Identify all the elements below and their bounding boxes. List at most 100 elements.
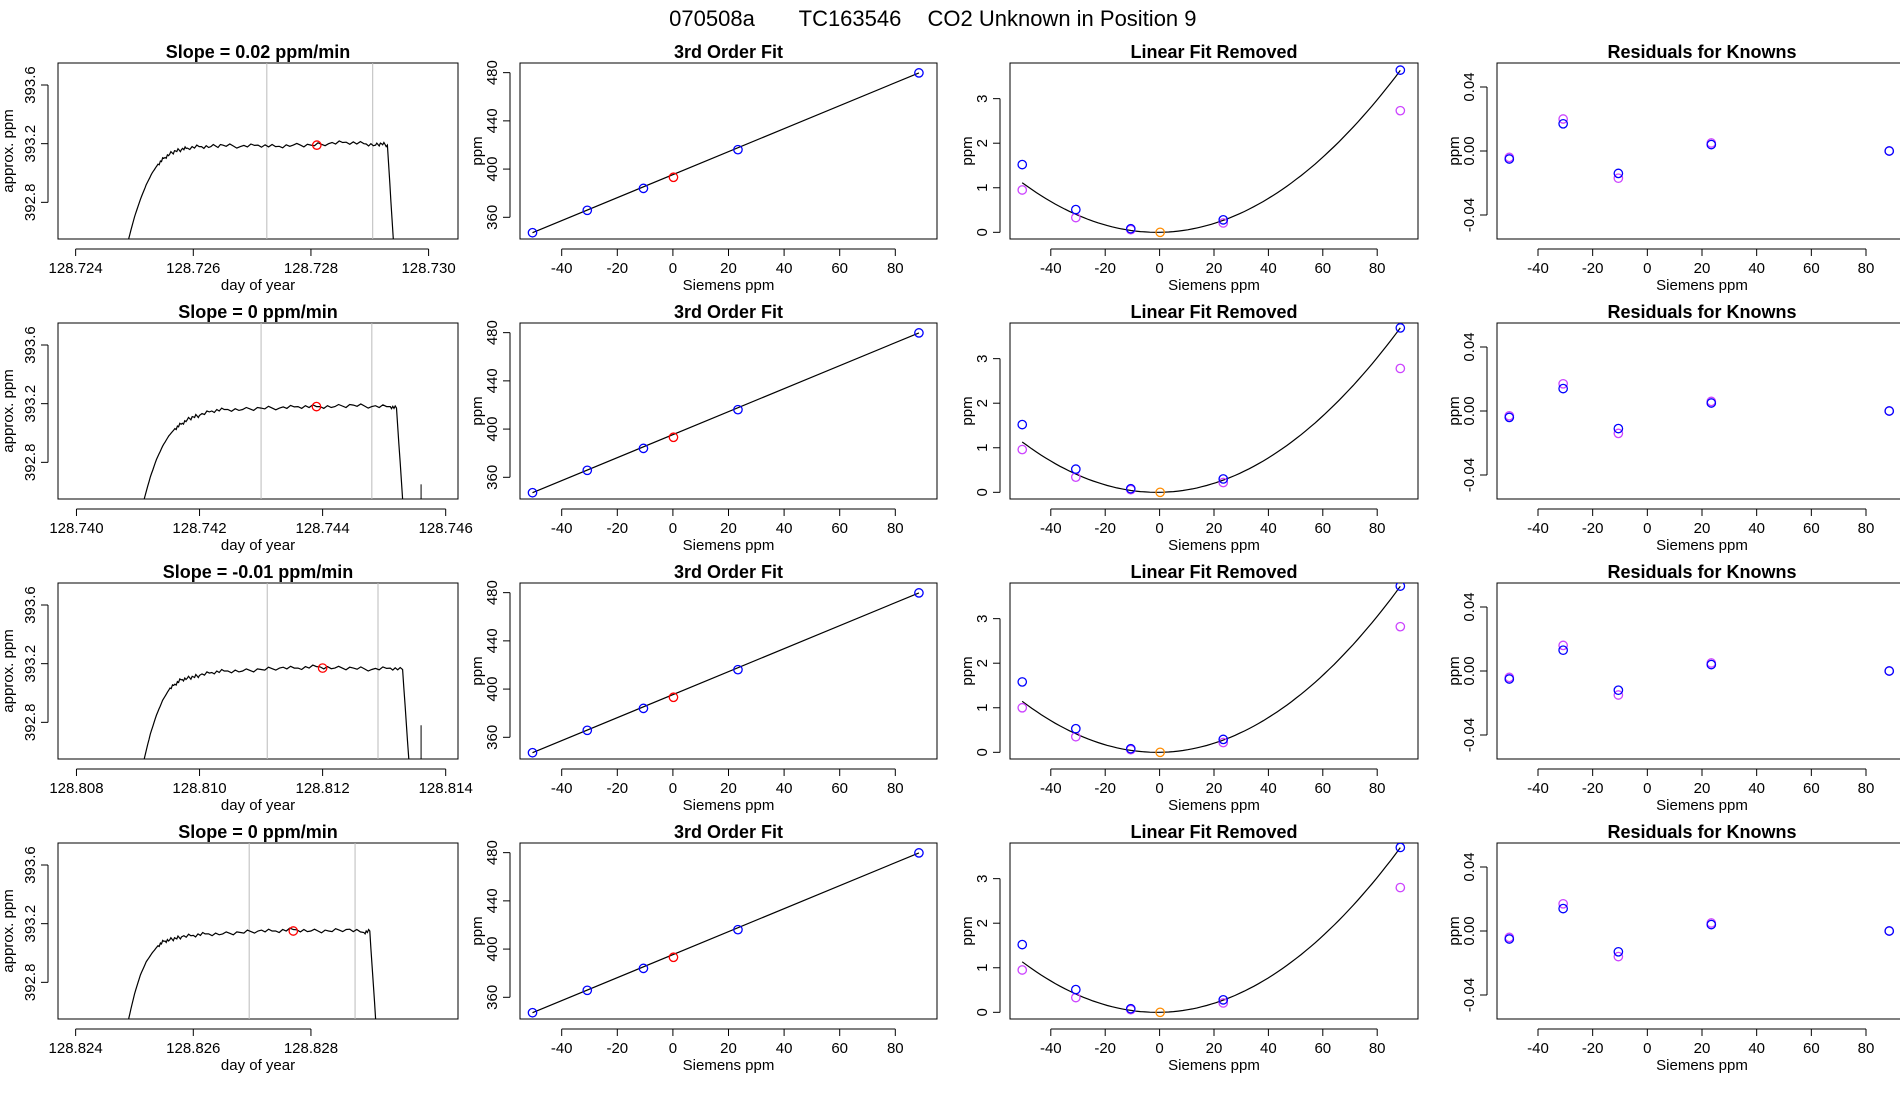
- unknown-zero-point: [1155, 227, 1165, 238]
- x-tick-label: 80: [887, 520, 904, 537]
- y-axis-label: ppm: [469, 656, 486, 685]
- known-point: [582, 205, 593, 216]
- x-tick-label: 0: [669, 1040, 677, 1057]
- panel-fit-row-1: 3rd Order Fit -40 -20 0 20 40 60 80 Siemens ppm 3…: [469, 42, 938, 294]
- x-axis-label: Siemens ppm: [1168, 537, 1260, 554]
- quadratic-curve: [1021, 585, 1401, 753]
- residual-blue-point: [1504, 412, 1515, 423]
- known-point: [1125, 743, 1136, 754]
- known-point: [914, 848, 924, 858]
- x-tick-label: -40: [1527, 1040, 1549, 1057]
- panel-title: Residuals for Knowns: [1607, 562, 1796, 582]
- residual-blue-point: [1613, 168, 1624, 179]
- y-tick-label: 0: [974, 748, 991, 756]
- known-point: [527, 1007, 538, 1018]
- known-point: [1218, 994, 1229, 1005]
- plot-area: [1504, 898, 1895, 962]
- panel-title: 3rd Order Fit: [674, 822, 783, 842]
- y-tick-label: 0.04: [1461, 332, 1478, 361]
- y-tick-label: 393.6: [22, 586, 39, 624]
- unknown-marker: [317, 663, 328, 673]
- y-tick-label: 0.00: [1461, 396, 1478, 425]
- x-axis-label: Siemens ppm: [683, 1057, 775, 1074]
- known-point: [914, 68, 924, 78]
- x-tick-label: 20: [1206, 520, 1223, 537]
- panel-fit-row-2: 3rd Order Fit -40 -20 0 20 40 60 80 Siemens ppm 3…: [469, 302, 938, 554]
- plot-area: [527, 588, 924, 758]
- y-tick-label: 2: [974, 139, 991, 147]
- x-tick-label: 0: [1643, 780, 1651, 797]
- plot-area: [128, 843, 377, 1019]
- panel-residuals-row-1: Residuals for Knowns -40 -20 0 20 40 60 80 Sieme…: [1446, 42, 1900, 294]
- x-tick-label: -40: [1527, 780, 1549, 797]
- panel-title: 3rd Order Fit: [674, 302, 783, 322]
- panel-residuals-row-4: Residuals for Knowns -40 -20 0 20 40 60 80 Sieme…: [1446, 822, 1900, 1074]
- y-tick-label: 440: [484, 888, 501, 913]
- known-point: [733, 924, 743, 935]
- x-tick-label: -20: [606, 260, 628, 277]
- y-tick-label: 392.8: [22, 444, 39, 482]
- y-axis-label: ppm: [959, 396, 976, 425]
- x-tick-label: 20: [1206, 780, 1223, 797]
- y-tick-label: -0.04: [1461, 198, 1478, 232]
- plot-frame: [1496, 322, 1900, 500]
- y-tick-label: 0.04: [1461, 852, 1478, 881]
- y-tick-label: 440: [484, 628, 501, 653]
- residual-blue-point: [1706, 659, 1717, 670]
- plot-frame: [519, 582, 938, 760]
- y-tick-label: -0.04: [1461, 978, 1478, 1012]
- y-tick-label: 392.8: [22, 704, 39, 742]
- x-tick-label: 40: [776, 260, 793, 277]
- x-tick-label: 40: [1748, 520, 1765, 537]
- x-axis-label: Siemens ppm: [1656, 537, 1748, 554]
- y-tick-label: 2: [974, 659, 991, 667]
- known-point: [733, 404, 743, 415]
- x-tick-label: 60: [831, 260, 848, 277]
- plot-frame: [1496, 582, 1900, 760]
- x-tick-label: 128.744: [295, 520, 349, 537]
- y-axis-label: approx. ppm: [0, 629, 17, 712]
- y-tick-label: 400: [484, 417, 501, 442]
- panel-residuals-row-2: Residuals for Knowns -40 -20 0 20 40 60 80 Sieme…: [1446, 302, 1900, 554]
- y-tick-label: 1: [974, 184, 991, 192]
- nonlinear-removed-point: [1017, 444, 1028, 455]
- trace-line: [128, 927, 377, 1019]
- fit-line: [532, 852, 920, 1014]
- x-axis-label: Siemens ppm: [1656, 1057, 1748, 1074]
- known-point: [1125, 223, 1136, 234]
- y-tick-label: 1: [974, 704, 991, 712]
- quadratic-curve: [1021, 847, 1401, 1013]
- y-tick-label: 3: [974, 614, 991, 622]
- y-tick-label: 400: [484, 677, 501, 702]
- plot-area: [1017, 583, 1406, 758]
- header-description: CO2 Unknown in Position 9: [927, 6, 1196, 31]
- x-tick-label: 20: [1694, 780, 1711, 797]
- unknown-marker: [311, 140, 322, 150]
- y-axis-label: ppm: [1446, 136, 1463, 165]
- x-tick-label: 128.724: [49, 260, 103, 277]
- y-axis-label: ppm: [469, 136, 486, 165]
- x-tick-label: 20: [720, 780, 737, 797]
- x-axis-label: Siemens ppm: [1168, 1057, 1260, 1074]
- x-tick-label: 128.740: [49, 520, 103, 537]
- residual-blue-point: [1613, 685, 1624, 696]
- x-tick-label: 60: [1314, 520, 1331, 537]
- x-tick-label: 60: [831, 1040, 848, 1057]
- residual-purple-point: [1558, 640, 1568, 651]
- panel-trace-row-1: Slope = 0.02 ppm/min 128.724 128.726 128.72…: [0, 42, 459, 294]
- known-point: [1125, 483, 1136, 494]
- x-tick-label: -20: [1582, 520, 1604, 537]
- y-tick-label: 360: [484, 465, 501, 490]
- x-tick-label: 0: [669, 260, 677, 277]
- y-tick-label: 3: [974, 94, 991, 102]
- known-point: [582, 725, 593, 736]
- residual-blue-point: [1558, 903, 1568, 914]
- x-tick-label: 128.742: [172, 520, 226, 537]
- y-tick-label: 3: [974, 874, 991, 882]
- plot-area: [143, 323, 422, 499]
- figure-header: 070508a TC163546 CO2 Unknown in Position…: [669, 6, 1196, 31]
- nonlinear-removed-point: [1395, 882, 1406, 893]
- x-tick-label: 20: [720, 1040, 737, 1057]
- x-tick-label: 60: [1314, 1040, 1331, 1057]
